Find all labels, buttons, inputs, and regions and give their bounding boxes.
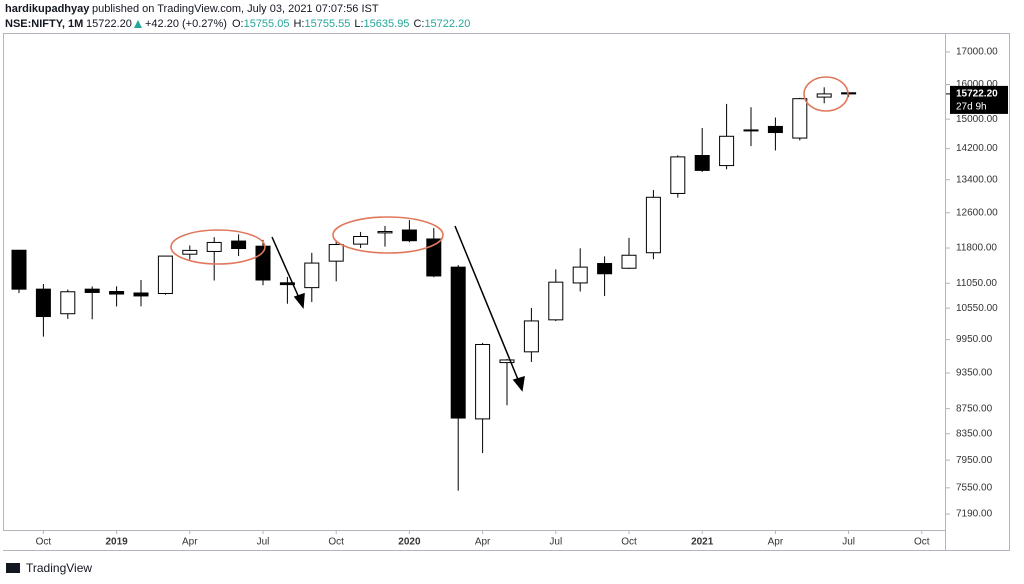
candle-body [231,240,247,250]
y-tick-label: 7950.00 [956,455,993,466]
candle-body [719,135,735,167]
candle-body [133,292,149,297]
y-tick-label: 17000.00 [956,47,998,58]
candle-body [426,238,442,277]
arrow-head [293,292,305,309]
ohlc-legend: O: 15755.05 H: 15755.55 L: 15635.95 C: 15722.20 [232,18,470,30]
candle-body [401,229,417,242]
y-tick-label: 7550.00 [956,482,993,493]
countdown: 27d 9h [956,102,987,113]
up-arrow [134,20,142,28]
ohlc-value: 15755.55 [304,18,350,30]
candle-body [304,262,320,289]
y-tick-label: 14200.00 [956,143,998,154]
candle-body [499,359,515,364]
symbol: NSE:NIFTY, 1M [5,18,83,30]
candle-body [353,235,369,245]
x-tick-label: Apr [768,537,784,548]
x-tick-label: Apr [182,537,198,548]
y-tick-label: 8750.00 [956,403,993,414]
y-tick-label: 16000.00 [956,79,998,90]
last-price: 15722.20 [86,18,132,30]
y-tick-label: 7190.00 [956,509,993,520]
candle-body [816,93,832,98]
author[interactable]: hardikupadhyay [5,3,90,15]
candle-body [670,156,686,194]
ohlc-value: 15635.95 [364,18,410,30]
candle-body [548,281,564,321]
candle-body [328,244,344,262]
candle-body [792,98,808,139]
candle-body [157,255,173,294]
candle-body [523,320,539,353]
ohlc-key: L: [354,18,363,30]
x-tick-label: 2021 [691,537,714,548]
candle-body [450,266,466,419]
y-tick-label: 10550.00 [956,303,998,314]
candle-body [279,282,295,286]
circle [332,216,444,254]
candle-body [694,155,710,171]
x-tick-label: Oct [621,537,637,548]
x-tick-label: Jul [549,537,562,548]
arrows [271,225,525,392]
candle-body [109,291,125,295]
candle-body [767,125,783,134]
x-tick-label: 2019 [105,537,128,548]
candle-body [35,288,51,318]
circle [803,76,849,112]
candle-body [182,249,198,255]
price-tag: 15722.20 [956,89,998,100]
candle-body [572,266,588,284]
candle-body [11,249,27,290]
annotations [170,76,849,265]
x-tick-label: Oct [914,537,930,548]
candle-body [377,231,393,234]
x-tick-label: Oct [36,537,52,548]
ohlc-key: H: [293,18,304,30]
logo [6,563,20,573]
y-tick-label: 15000.00 [956,114,998,125]
x-tick-label: Jul [257,537,270,548]
published: published on TradingView.com, July 03, 2… [92,3,379,15]
candle-body [743,129,759,132]
y-tick-label: 8350.00 [956,428,993,439]
y-tick-label: 13400.00 [956,174,998,185]
ohlc-key: O: [232,18,244,30]
footer-brand[interactable]: TradingView [26,561,92,575]
y-tick-label: 11800.00 [956,243,997,254]
candle-body [475,343,491,420]
circle [170,229,266,265]
candle-body [60,291,76,315]
ohlc-value: 15722.20 [424,18,470,30]
candle-body [597,263,613,275]
ohlc-key: C: [413,18,424,30]
candles [11,87,857,491]
ohlc-value: 15755.05 [244,18,290,30]
y-tick-label: 11050.00 [956,278,997,289]
y-tick-label: 9350.00 [956,368,993,379]
y-tick-label: 9950.00 [956,334,993,345]
arrow [454,225,520,383]
x-tick-label: 2020 [398,537,421,548]
x-tick-label: Apr [475,537,491,548]
arrow-head [512,375,525,392]
change: +42.20 (+0.27%) [145,18,227,30]
x-tick-label: Oct [328,537,344,548]
candle-body [206,241,222,252]
arrow [271,236,301,301]
candle-body [84,288,100,293]
price-tag-bg [950,85,1008,114]
x-tick-label: Jul [842,537,855,548]
candle-body [645,196,661,254]
candle-body [621,254,637,269]
y-tick-label: 12600.00 [956,207,998,218]
